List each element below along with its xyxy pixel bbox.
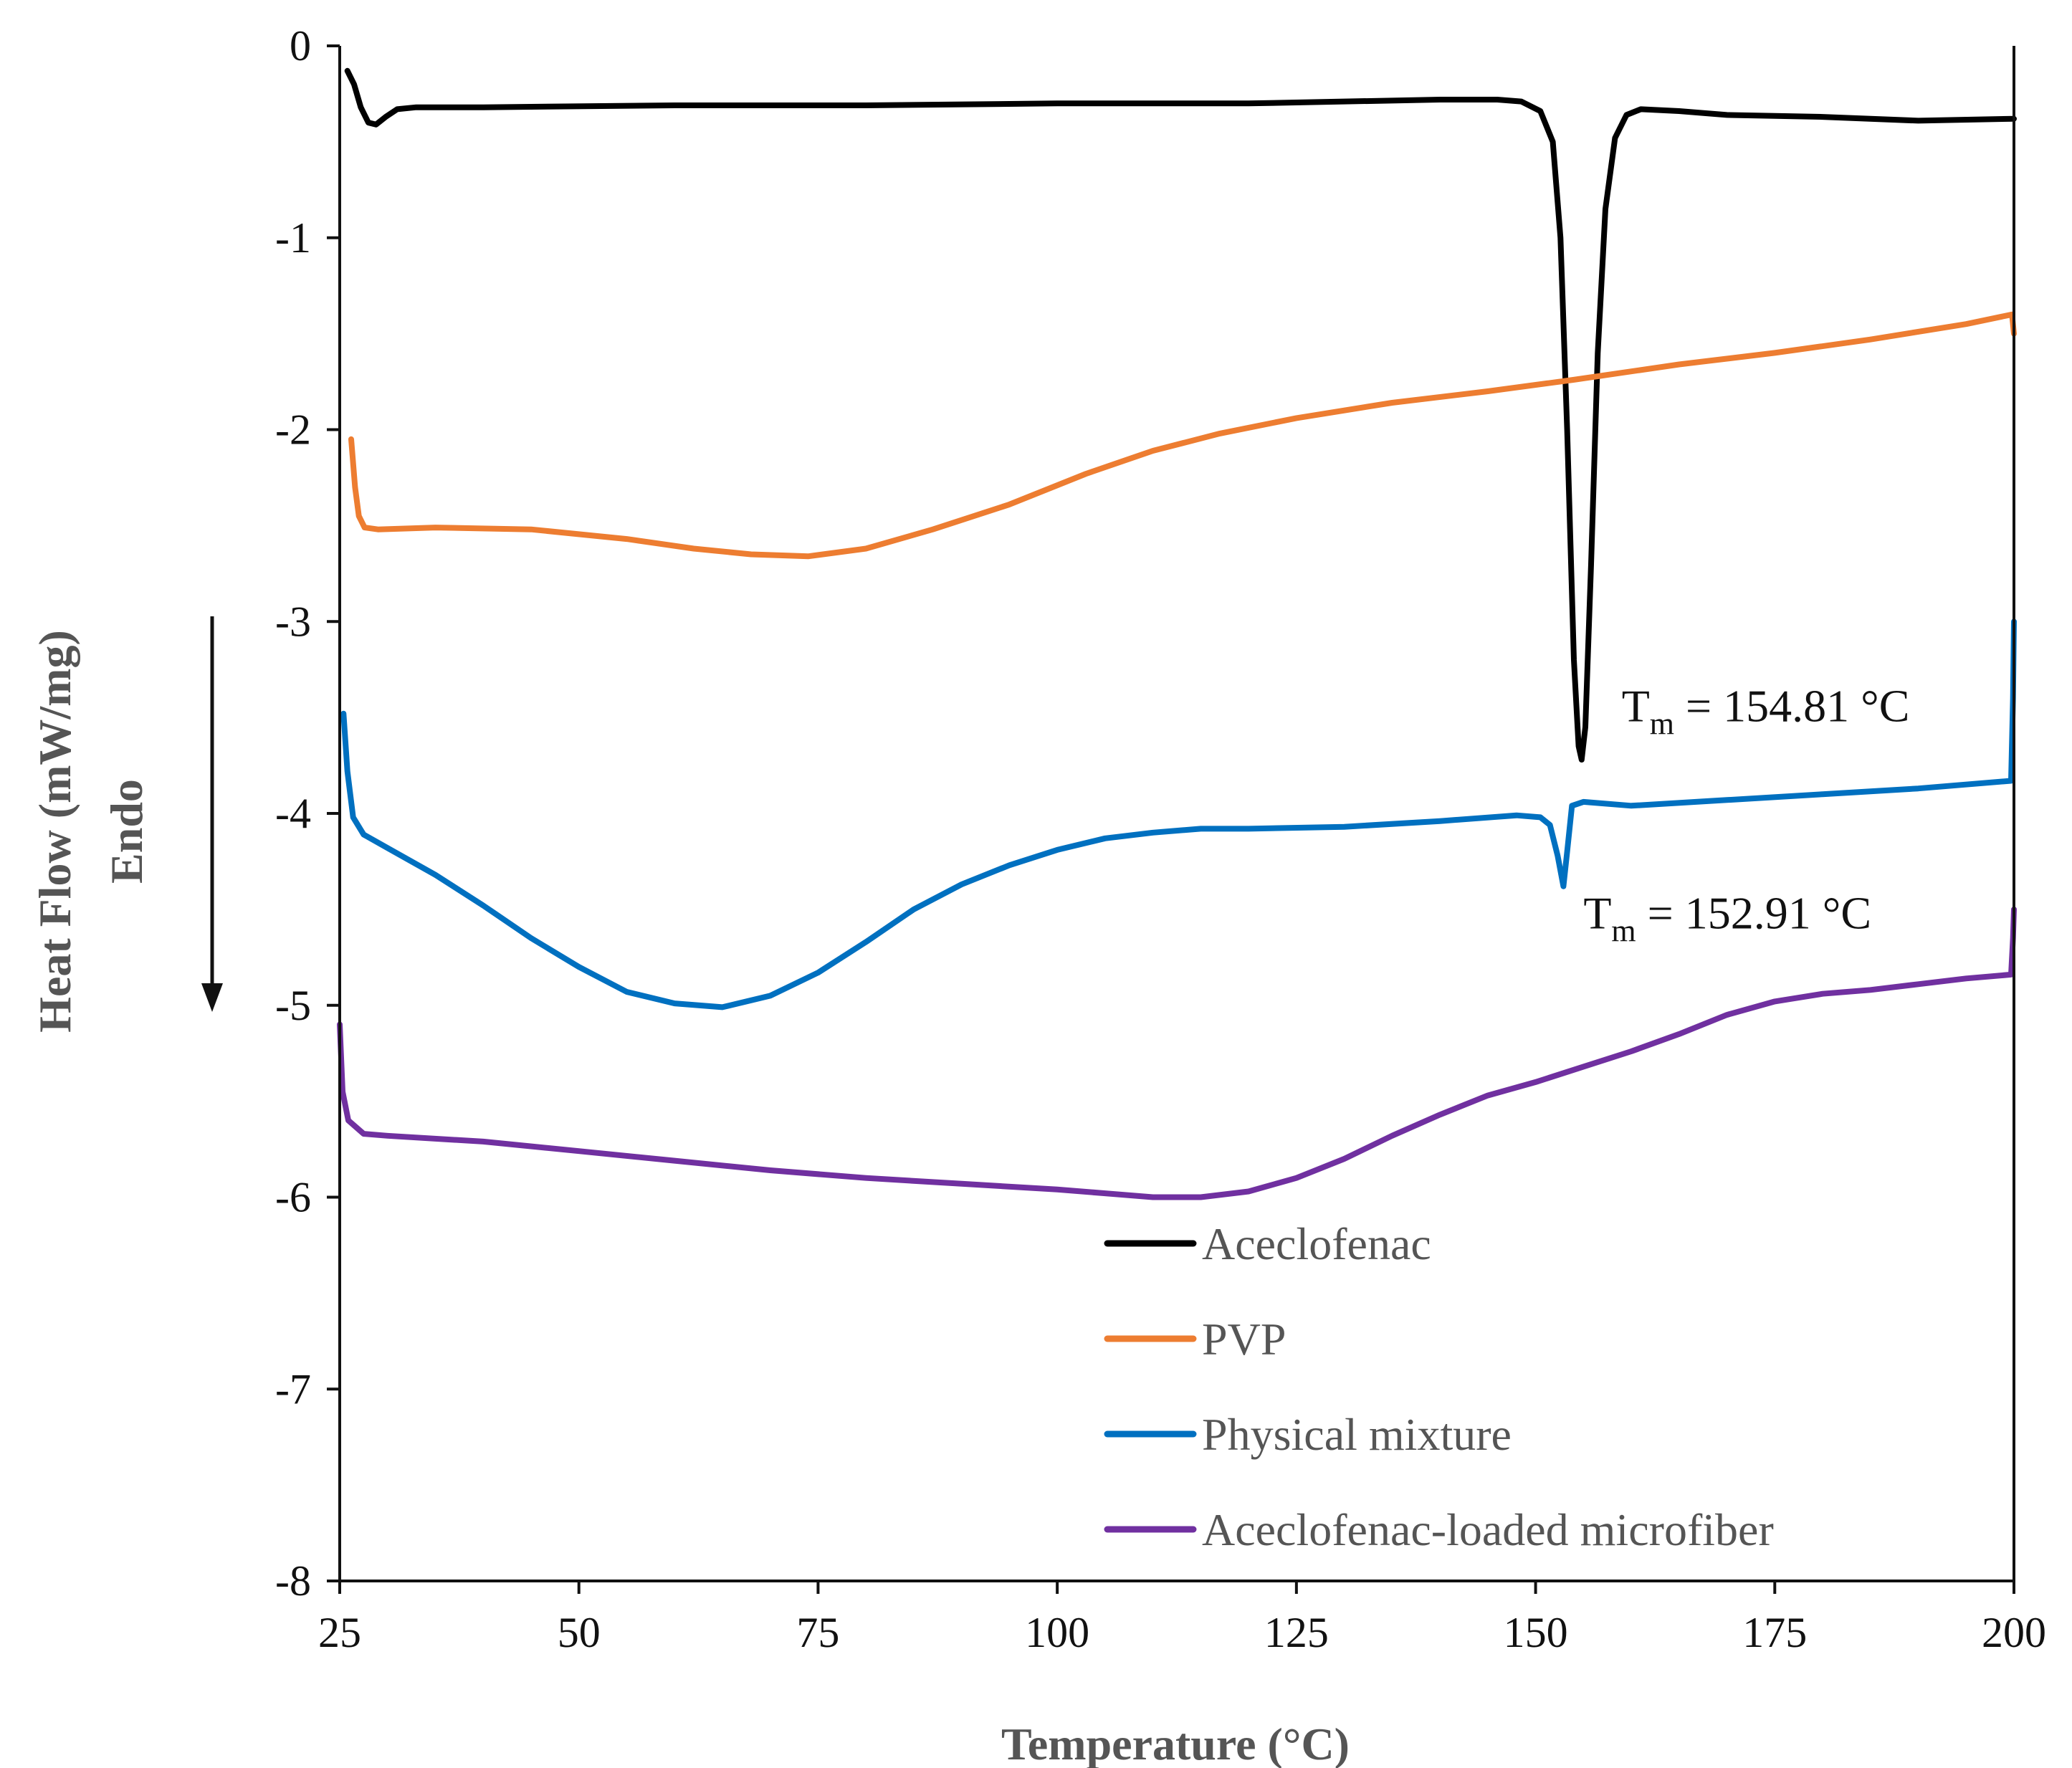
series-line-aceclofenac-loaded-microfiber (337, 906, 2017, 1200)
y-tick-label-5: -5 (275, 982, 311, 1029)
legend-label-2: Physical mixture (1202, 1409, 1512, 1460)
x-tick-label-0: 25 (318, 1609, 361, 1656)
series-layer (337, 67, 2017, 1200)
y-tick-label-7: -7 (275, 1365, 311, 1413)
series-line-physical-mixture (340, 618, 2017, 1010)
y-tick-label-1: -1 (275, 214, 311, 262)
tm-annotation-aceclofenac-base: T (1622, 680, 1650, 731)
x-tick-label-1: 50 (558, 1609, 601, 1656)
y-tick-label-2: -2 (275, 406, 311, 454)
tm-annotation-physical-mixture-value: = 152.91 °C (1636, 888, 1871, 939)
legend-label-0: Aceclofenac (1202, 1218, 1431, 1269)
x-tick-label-2: 75 (796, 1609, 839, 1656)
x-tick-label-7: 200 (1982, 1609, 2046, 1656)
y-tick-label-6: -6 (275, 1174, 311, 1221)
tm-annotation-aceclofenac: Tm = 154.81 °C (1622, 680, 1910, 741)
x-tick-label-4: 125 (1264, 1609, 1329, 1656)
x-tick-label-5: 150 (1504, 1609, 1568, 1656)
x-tick-label-3: 100 (1025, 1609, 1089, 1656)
y-tick-label-4: -4 (275, 790, 311, 837)
legend: Aceclofenac PVP Physical mixture Aceclofena… (1104, 1218, 1774, 1555)
tm-annotation-physical-mixture-sub: m (1611, 914, 1636, 949)
endo-label: Endo (101, 779, 152, 884)
series-line-pvp (348, 311, 2017, 560)
y-tick-label-3: -3 (275, 598, 311, 645)
series-line-aceclofenac (344, 67, 2017, 763)
tm-annotation-aceclofenac-value: = 154.81 °C (1674, 680, 1909, 731)
y-axis-title: Heat Flow (mW/mg) (29, 630, 80, 1033)
annotations-layer: Tm = 154.81 °C Tm = 152.91 °C (1583, 680, 1909, 948)
tm-annotation-physical-mixture-base: T (1583, 888, 1611, 939)
y-tick-label-0: 0 (290, 22, 311, 70)
y-tick-label-8: -8 (275, 1557, 311, 1605)
ticks-layer: 0 -1 -2 -3 -4 -5 -6 -7 -825 50 75 100 125 150 175 200 (275, 22, 2046, 1656)
endo-arrow (201, 616, 223, 1012)
tm-annotation-aceclofenac-sub: m (1650, 706, 1674, 741)
tm-annotation-physical-mixture: Tm = 152.91 °C (1583, 888, 1871, 949)
legend-label-1: PVP (1202, 1314, 1286, 1365)
x-tick-label-6: 175 (1742, 1609, 1807, 1656)
endo-arrow-head (201, 983, 223, 1012)
x-axis-title: Temperature (°C) (1001, 1719, 1350, 1768)
legend-label-3: Aceclofenac-loaded microfiber (1202, 1504, 1774, 1555)
